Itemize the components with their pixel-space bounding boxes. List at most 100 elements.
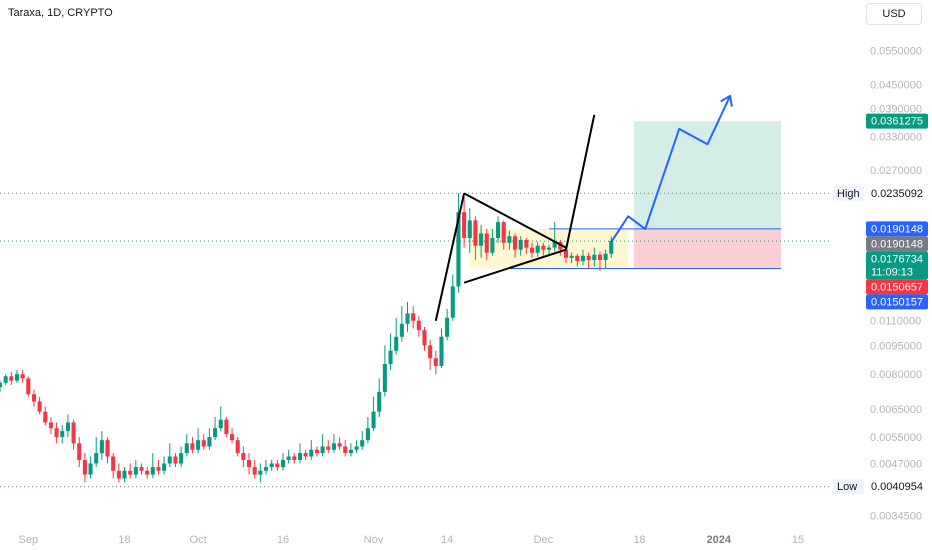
countdown-label: 11:09:13	[871, 266, 913, 278]
candle	[82, 453, 87, 483]
candle-body	[111, 456, 116, 471]
price-label-value: 0.0235092	[871, 188, 923, 200]
candle-body	[535, 245, 540, 253]
candle-body	[258, 470, 263, 475]
candle-body	[297, 453, 303, 460]
price-label-bg	[866, 251, 928, 280]
candle-body	[382, 364, 387, 392]
pattern-line-0	[434, 193, 466, 321]
candle	[490, 229, 495, 256]
candle	[150, 453, 155, 479]
candle-body	[196, 440, 201, 450]
candle	[60, 425, 65, 444]
price-label-prefix: Low	[837, 481, 857, 493]
price-tick-label: 0.0065000	[870, 404, 922, 416]
candle-body	[82, 459, 87, 475]
price-label-bg	[866, 279, 928, 295]
candle	[179, 446, 184, 468]
candle	[88, 456, 93, 479]
candle	[501, 220, 506, 250]
candle-body	[139, 467, 144, 471]
candle	[388, 333, 393, 371]
candle-body	[275, 463, 280, 468]
price-label-value: 0.0150157	[871, 296, 923, 308]
candle	[382, 345, 387, 397]
candle	[280, 453, 286, 471]
candle-body	[3, 376, 8, 383]
candle-body	[60, 431, 65, 438]
candle	[580, 249, 586, 266]
candle	[269, 459, 274, 471]
candle-body	[529, 247, 535, 253]
currency-button[interactable]: USD	[866, 3, 922, 25]
candle-body	[43, 411, 48, 423]
price-label-prefix-bg	[833, 185, 864, 201]
projection-arrowhead	[720, 94, 733, 107]
candle-body	[122, 470, 127, 479]
price-label-stop: 0.0150657	[866, 279, 928, 295]
candle-body	[365, 428, 370, 441]
candle	[99, 431, 104, 460]
candle-body	[467, 220, 472, 239]
candle-body	[116, 470, 121, 479]
candle-body	[213, 428, 218, 438]
price-label-prefix: High	[837, 188, 860, 200]
price-label-target: 0.0361275	[866, 113, 928, 129]
price-label-high: 0.0235092 High	[833, 185, 928, 201]
candle-body	[37, 401, 42, 412]
candle-body	[597, 254, 602, 260]
candle-body	[326, 446, 331, 450]
price-label-bg	[866, 236, 928, 252]
candle	[450, 274, 455, 321]
candle-body	[105, 440, 110, 457]
candle	[297, 443, 303, 464]
symbol-title: Taraxa, 1D, CRYPTO	[8, 7, 113, 19]
candle-body	[546, 247, 552, 250]
time-tick-label: Nov	[364, 534, 384, 546]
candle	[275, 459, 280, 471]
candle-body	[26, 378, 31, 395]
target-zone	[633, 121, 782, 229]
time-tick-label: Oct	[190, 534, 207, 546]
price-tick-label: 0.0330000	[870, 131, 922, 143]
projection-path	[610, 95, 732, 243]
candle	[456, 193, 461, 293]
candle	[116, 463, 121, 483]
candle	[20, 370, 25, 383]
price-label-line: 0.0190148	[866, 221, 928, 237]
candle	[128, 463, 133, 479]
candle	[484, 229, 489, 260]
candle-body	[360, 440, 365, 447]
stop-zone	[633, 228, 782, 268]
candle-body	[128, 470, 133, 475]
candle	[411, 306, 416, 329]
candle	[433, 350, 438, 375]
time-tick-label: Sep	[19, 534, 39, 546]
candle	[479, 224, 484, 258]
candle-body	[371, 411, 376, 429]
candle	[326, 440, 331, 454]
candle-body	[20, 374, 25, 379]
candles-layer	[0, 193, 614, 483]
candle	[54, 422, 59, 444]
pattern-line-2	[463, 248, 567, 284]
candle-body	[99, 440, 104, 454]
price-tick-label: 0.0550000	[870, 46, 922, 58]
candle	[467, 208, 472, 253]
candle-body	[156, 467, 161, 471]
time-axis: Sep 18 Oct 16 Nov 14 Dec 18 2024 15	[19, 534, 805, 546]
candle-body	[14, 374, 20, 381]
price-label-prefix-bg	[833, 479, 864, 495]
price-label-bg	[866, 294, 928, 310]
candle	[258, 463, 263, 483]
candle-body	[133, 467, 138, 475]
candle	[354, 440, 359, 454]
candle-body	[473, 220, 478, 246]
candle-body	[241, 453, 246, 460]
candle-body	[292, 456, 297, 460]
candle	[422, 326, 427, 351]
price-tick-label: 0.0110000	[870, 316, 921, 328]
time-tick-label: 15	[792, 534, 804, 546]
